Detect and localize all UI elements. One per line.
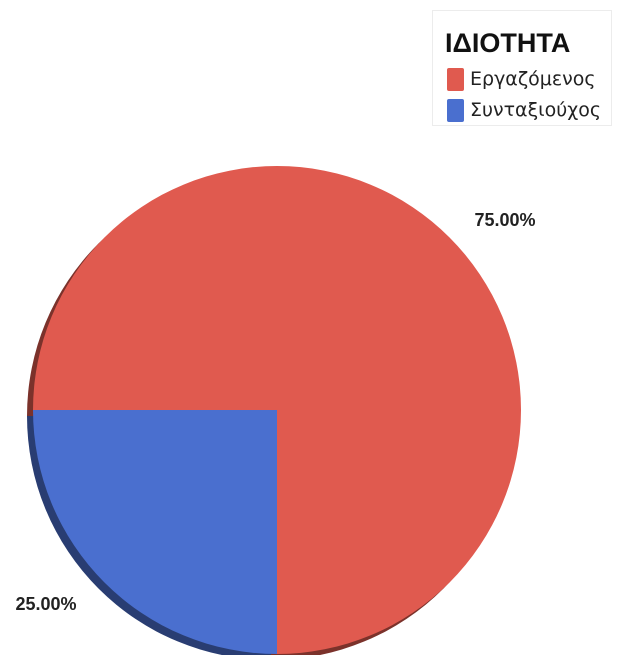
legend-title: ΙΔΙΟΤΗΤΑ: [445, 28, 571, 58]
legend-swatch-syntaxiouxos: [447, 98, 464, 122]
legend-label-syntaxiouxos: Συνταξιούχος: [470, 99, 601, 121]
pie-labels: 75.00% 25.00%: [15, 210, 535, 614]
legend-item-ergazomenos: Εργαζόμενος: [447, 66, 596, 92]
legend: ΙΔΙΟΤΗΤΑ Εργαζόμενος Συνταξιούχος: [432, 10, 612, 126]
slice-label-0: 75.00%: [474, 210, 535, 230]
pie-slices: [33, 166, 521, 654]
legend-label-ergazomenos: Εργαζόμενος: [470, 68, 596, 90]
slice-label-1: 25.00%: [15, 594, 76, 614]
pie-slice-1: [33, 410, 277, 654]
legend-swatch-ergazomenos: [447, 67, 464, 91]
legend-item-syntaxiouxos: Συνταξιούχος: [447, 97, 601, 123]
